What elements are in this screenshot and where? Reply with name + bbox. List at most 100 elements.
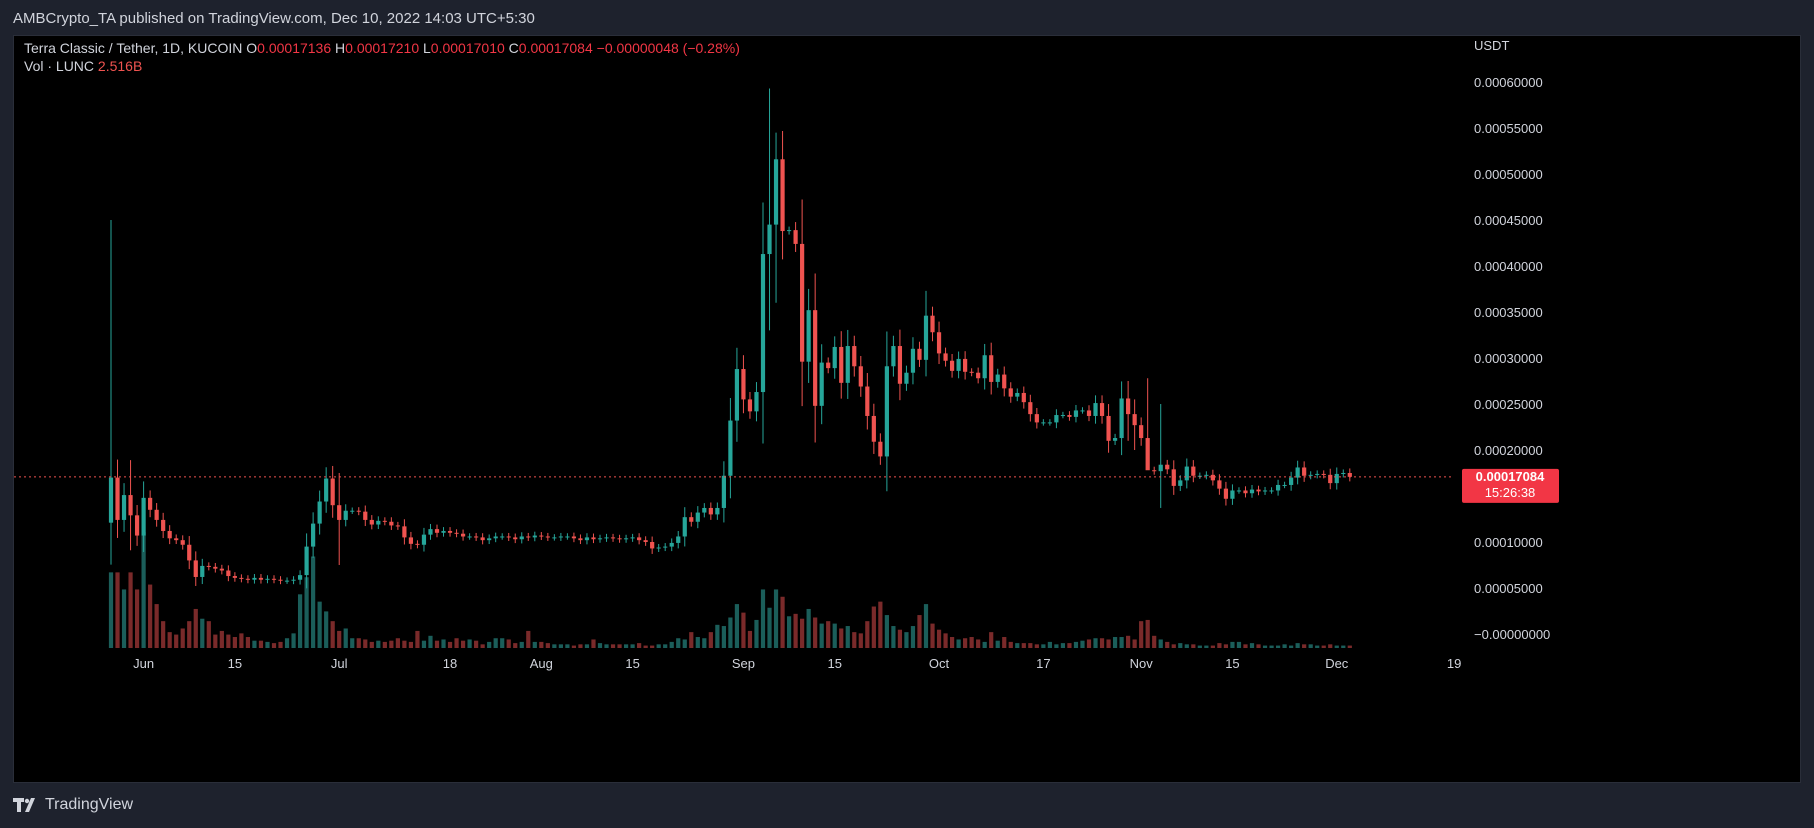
volume-bar [193,608,198,648]
volume-bar [767,607,772,648]
candle-body [213,566,218,569]
last-price-badge[interactable]: 0.00017084 15:26:38 [1462,468,1559,503]
volume-bar [304,577,309,648]
volume-bar [1060,643,1066,648]
volume-bar [780,596,785,648]
candle-body [904,372,909,384]
chart-frame[interactable]: 0.00060000 0.00055000 0.00050000 0.00045000… [13,35,1801,783]
candle-body [571,536,577,539]
candle-body [786,230,792,232]
volume-bar [1086,639,1092,648]
close-label: C [508,40,519,56]
price-tick-label: 0.00055000 [1474,121,1543,136]
tradingview-footer[interactable]: TradingView [13,796,133,814]
candle-body [800,243,805,362]
candle-body [1230,490,1235,499]
time-tick-label: Sep [732,656,755,671]
price-tick-label: 0.00040000 [1474,259,1543,274]
candle-body [943,353,948,361]
volume-bar [943,633,948,648]
currency-label: USDT [1474,38,1509,53]
candle-body [1184,466,1189,481]
candle-body [1126,398,1131,415]
candle-body [532,535,537,538]
symbol-title[interactable]: Terra Classic / Tether, 1D, KUCOIN [24,40,243,56]
candle-body [428,529,433,535]
volume-bar [917,615,922,648]
volume-bar [395,638,400,648]
volume-bar [174,634,179,648]
candle-body [1008,388,1013,397]
volume-bar [369,641,374,648]
candle-body [519,536,524,540]
candle-body [897,346,903,384]
candle-body [552,537,557,539]
volume-bar [324,611,329,648]
volume-bar [415,630,420,648]
candle-body [930,315,935,333]
candle-body [643,540,648,542]
volume-bar [526,630,531,648]
high-value: 0.00017210 [345,40,420,56]
time-tick-label: Jul [331,656,348,671]
candle-body [995,374,1000,382]
volume-bar [115,572,120,648]
candle-body [1171,469,1176,486]
volume-bar [1184,644,1189,648]
volume-bar [1145,619,1150,648]
volume-bar [1080,640,1085,648]
volume-label[interactable]: Vol · LUNC [24,58,95,74]
volume-bar [1178,643,1183,648]
candle-body [506,536,511,538]
volume-bar [754,619,759,648]
volume-bar [969,637,974,648]
candlestick-chart[interactable]: 0.00060000 0.00055000 0.00050000 0.00045000… [14,36,1801,783]
candle-body [1302,467,1307,476]
candles [108,88,1352,589]
candle-body [917,348,922,360]
volume-bar [682,639,687,648]
close-value: 0.00017084 [518,40,593,56]
volume-bar [232,637,237,648]
candle-body [1152,470,1157,472]
volume-bar [1093,638,1098,648]
volume-bar [1132,639,1137,648]
volume-bar [460,640,466,648]
volume-bar [1152,635,1157,648]
candle-body [1165,464,1170,470]
candle-body [963,358,968,372]
volume-bar [695,637,700,648]
candle-body [421,534,427,545]
candle-body [806,310,811,362]
volume-bar [1236,641,1242,648]
volume-bar [1067,643,1072,648]
candle-body [747,399,753,412]
candle-body [493,536,498,539]
volume-bar [1249,643,1255,648]
volume-bar [441,639,446,648]
candle-body [526,536,531,538]
volume-bar [630,644,635,648]
candle-body [180,540,185,545]
candle-body [1080,410,1085,412]
candle-body [441,530,446,533]
volume-bar [350,638,355,648]
volume-bar [1106,639,1111,648]
candle-body [1158,464,1163,472]
volume-bar [363,639,368,648]
volume-bar [513,643,518,648]
candle-body [715,507,720,515]
candle-body [1275,484,1281,491]
volume-bar [141,532,146,648]
volume-bar [963,638,968,648]
volume-bar [1197,645,1202,648]
candle-body [734,369,740,421]
candle-body [148,497,153,510]
volume-bar [167,632,172,648]
volume-bar [982,641,987,648]
tradingview-logo-icon [13,797,39,813]
volume-bar [604,644,609,648]
candle-body [923,315,929,360]
volume-bar [721,626,726,648]
candle-body [865,386,870,416]
